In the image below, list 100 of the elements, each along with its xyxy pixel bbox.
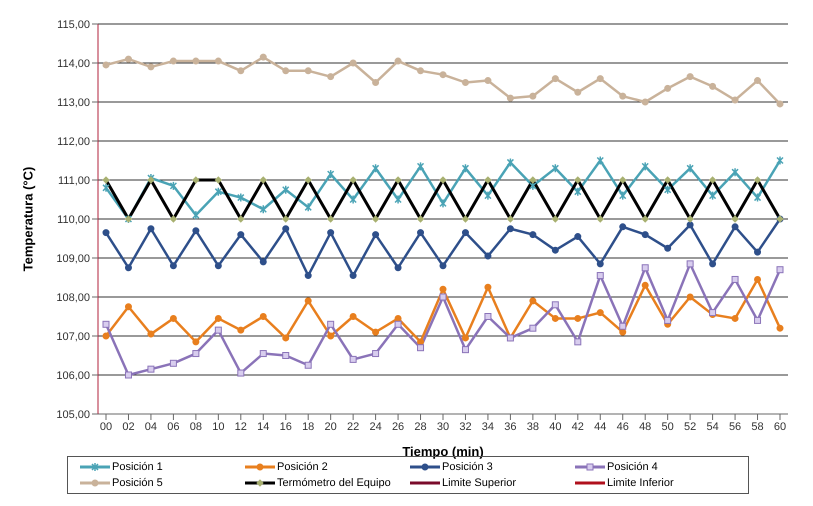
point — [529, 181, 537, 191]
point — [574, 88, 582, 96]
x-tick-label: 30 — [436, 420, 450, 433]
point — [170, 360, 177, 367]
point — [147, 225, 154, 232]
point — [440, 294, 446, 300]
point — [102, 320, 110, 328]
point — [686, 221, 694, 228]
point — [350, 356, 357, 363]
point — [776, 266, 784, 274]
point — [596, 260, 604, 268]
point — [462, 346, 469, 354]
point — [732, 276, 739, 283]
point — [686, 164, 694, 174]
y-tick-label: 111,00 — [58, 174, 90, 187]
point — [214, 58, 222, 65]
point — [260, 258, 267, 266]
point — [462, 164, 470, 174]
point — [304, 272, 312, 280]
point — [440, 71, 446, 78]
point — [304, 202, 312, 212]
y-tick-label: 106,00 — [56, 370, 90, 382]
point — [304, 67, 312, 74]
point — [170, 314, 177, 322]
point — [147, 330, 154, 338]
y-tick-label: 112,00 — [57, 136, 90, 148]
legend-label: Termómetro del Equipo — [277, 477, 391, 489]
point — [102, 229, 110, 236]
point — [552, 75, 559, 82]
y-tick-label: 109,00 — [56, 252, 90, 265]
point — [237, 231, 244, 238]
point — [529, 92, 536, 100]
point — [102, 332, 110, 340]
point — [440, 262, 446, 270]
point — [237, 326, 244, 334]
point — [260, 54, 267, 61]
point — [596, 75, 604, 82]
point — [372, 164, 380, 174]
y-tick-label: 115,00 — [57, 18, 90, 31]
x-tick-label: 12 — [234, 420, 247, 433]
x-tick-label: 32 — [459, 420, 472, 433]
x-tick-label: 46 — [616, 420, 629, 433]
x-tick-label: 44 — [594, 420, 606, 433]
y-tick-label: 107,00 — [56, 330, 90, 343]
point — [350, 272, 357, 280]
point — [641, 162, 649, 172]
point — [552, 246, 559, 254]
x-tick-label: 14 — [257, 420, 270, 433]
point — [642, 264, 649, 272]
x-tick-label: 54 — [706, 420, 719, 433]
point — [686, 294, 694, 300]
point — [619, 223, 626, 230]
point — [529, 231, 536, 238]
point — [709, 82, 716, 90]
point — [282, 352, 290, 359]
point — [327, 320, 334, 328]
point — [619, 322, 626, 330]
point — [618, 190, 626, 200]
point — [372, 231, 380, 238]
x-tick-label: 00 — [100, 420, 112, 433]
y-axis-title: Temperatura (°C) — [20, 166, 36, 272]
x-tick-label: 06 — [167, 420, 180, 433]
point — [506, 225, 514, 232]
point — [214, 314, 222, 322]
point — [394, 194, 402, 204]
point — [754, 77, 762, 84]
point — [642, 98, 649, 106]
x-tick-label: 24 — [369, 420, 382, 433]
point — [552, 164, 560, 174]
x-tick-label: 20 — [324, 420, 337, 433]
point — [731, 167, 739, 177]
point — [529, 324, 536, 332]
y-tick-label: 108,00 — [56, 292, 90, 304]
legend-label: Posición 4 — [607, 461, 658, 473]
x-tick-label: 04 — [144, 420, 158, 433]
point — [192, 338, 200, 346]
point — [574, 186, 582, 196]
point — [349, 194, 357, 204]
x-tick-label: 50 — [662, 420, 674, 433]
point — [574, 233, 582, 240]
legend-label: Posición 2 — [277, 461, 328, 473]
point — [462, 334, 469, 342]
point — [327, 229, 334, 236]
point — [124, 372, 132, 378]
point — [214, 326, 222, 334]
point — [170, 181, 178, 191]
y-tick-label: 114,00 — [57, 58, 90, 70]
x-tick-label: 38 — [526, 420, 539, 433]
point — [372, 328, 380, 336]
point — [664, 316, 672, 324]
point — [754, 316, 762, 324]
point — [260, 350, 267, 358]
point — [394, 320, 402, 328]
point — [260, 313, 267, 320]
point — [192, 210, 200, 220]
point — [484, 77, 492, 84]
point — [147, 366, 154, 373]
point — [462, 79, 469, 86]
point — [282, 67, 290, 74]
x-tick-label: 34 — [482, 420, 494, 433]
